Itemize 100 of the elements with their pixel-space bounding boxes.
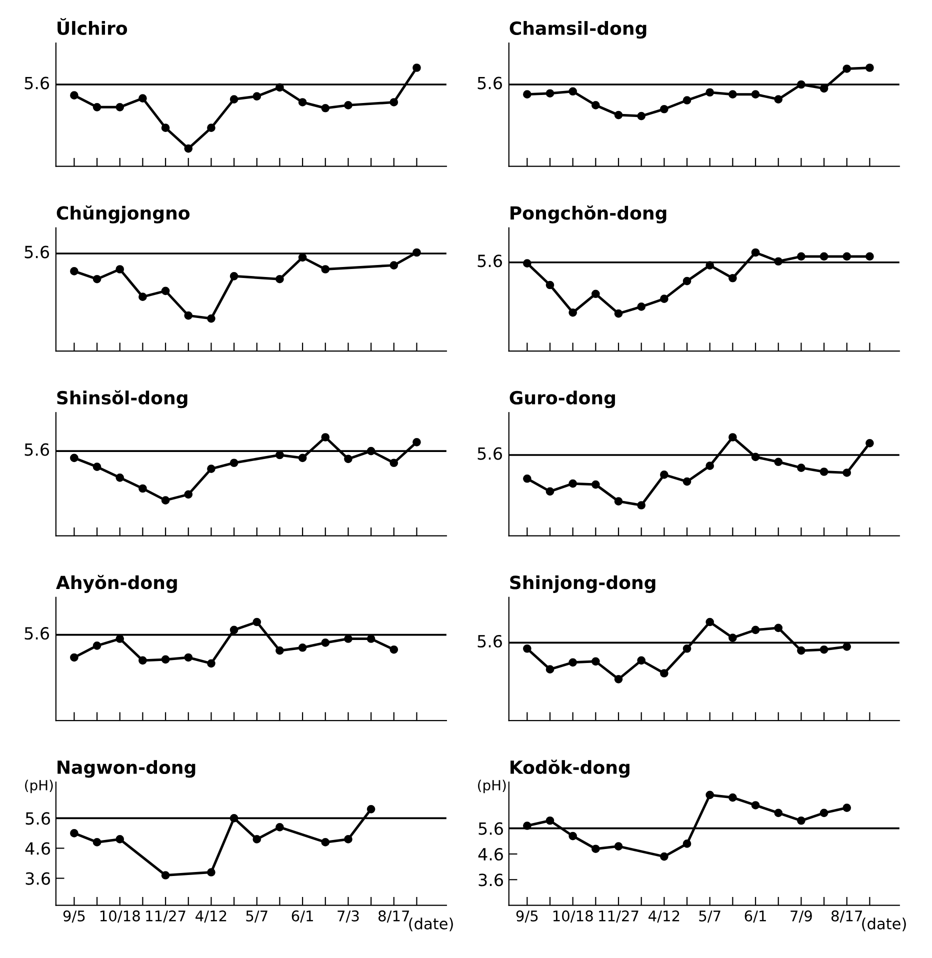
point [116,102,124,112]
x-tick-label: 5/7 [699,910,720,923]
point [797,252,806,261]
point [116,634,124,643]
point [820,252,828,261]
point [230,458,238,468]
y-tick-label: 5.6 [26,812,50,825]
point [568,658,577,667]
point [161,124,170,132]
x-axis-title: (date) [409,918,453,932]
x-tick-label: 6/1 [744,910,766,923]
point [207,464,216,473]
point [92,642,102,650]
point [568,87,577,96]
point [366,446,376,456]
point [568,308,577,317]
point [546,665,554,674]
point [682,276,692,286]
point [207,659,216,668]
point [546,816,554,825]
point [728,90,737,99]
x-axis-title: (date) [862,918,906,932]
chart-title: Pongchŏn-dong [510,205,666,224]
point [70,267,78,276]
point [797,816,806,825]
point [820,468,828,476]
point [230,626,238,634]
point [820,645,828,654]
point [161,871,170,880]
point [797,80,806,89]
point [366,634,376,643]
point [138,656,147,665]
point [138,292,147,302]
point [774,624,783,632]
point [70,829,78,838]
point [321,433,330,442]
x-tick-label: 5/7 [246,910,268,923]
point [344,634,352,643]
chart-title: Shinjong-dong [510,575,656,593]
point [774,808,783,818]
x-tick-label: 10/18 [553,910,593,923]
point [706,790,714,800]
point [660,852,668,861]
point [614,842,623,850]
point [390,458,398,468]
point [70,454,78,462]
point [252,92,262,100]
point [116,473,124,482]
point [706,462,714,470]
point [866,64,874,72]
point [207,314,216,323]
chart-title: Kodŏk-dong [510,760,630,778]
point [842,64,852,73]
point [637,112,646,120]
x-tick-label: 8/17 [378,910,410,923]
x-tick-label: 4/12 [196,910,226,923]
point [682,840,692,848]
chart-title: Guro-dong [510,390,615,408]
point [276,83,284,92]
point [116,835,124,844]
point [866,252,874,261]
point [366,805,376,814]
point [728,793,737,802]
point [660,669,668,678]
point [138,94,147,102]
x-tick-label: 4/12 [648,910,680,923]
point [660,294,668,303]
point [637,302,646,311]
point [92,462,102,471]
chart-title: Nagwon-dong [58,760,196,778]
point [751,452,760,462]
point [344,101,352,110]
point [751,626,760,634]
point [390,261,398,270]
chart-title: Chŭngjongno [56,205,190,224]
point [161,655,170,664]
point [774,458,783,466]
point [568,832,577,840]
point [276,823,284,832]
x-tick-label: 11/27 [146,910,186,923]
point [161,286,170,296]
point [546,89,554,98]
point [706,261,714,270]
point [842,468,852,477]
point [774,257,783,266]
point [298,643,307,652]
point [820,808,828,818]
x-tick-label: 7/3 [338,910,359,923]
point [522,644,532,653]
x-tick-label: 10/18 [100,910,140,923]
point [92,838,102,846]
x-tick-label: 8/17 [831,910,862,923]
point [774,95,783,104]
point [614,110,623,120]
point [390,645,398,654]
point [321,638,330,647]
point [660,470,668,479]
y-tick-label: 5.6 [478,822,503,835]
point [321,104,330,112]
point [116,265,124,274]
